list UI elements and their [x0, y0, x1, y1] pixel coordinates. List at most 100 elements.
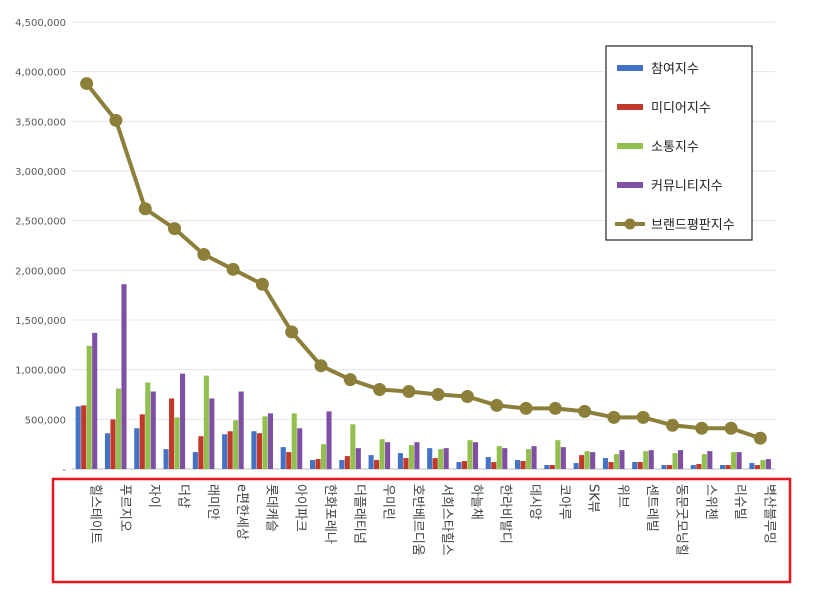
bar — [736, 452, 742, 469]
bar — [720, 465, 726, 469]
x-tick-label: 아이파크 — [293, 484, 308, 532]
line-point — [109, 113, 123, 127]
bar — [267, 413, 273, 469]
bar — [403, 458, 409, 469]
bar — [438, 449, 444, 469]
bar — [696, 464, 702, 469]
line-point — [197, 247, 211, 261]
x-tick-label: 푸르지오 — [117, 484, 132, 532]
x-tick-label: 더샵 — [176, 484, 191, 508]
x-tick-label: 데시앙 — [527, 484, 542, 520]
bar — [163, 449, 169, 469]
bar — [256, 433, 262, 469]
line-point — [636, 410, 650, 424]
line-point — [695, 421, 709, 435]
legend-swatch — [617, 65, 643, 71]
line-point — [607, 410, 621, 424]
bar — [326, 411, 332, 469]
x-tick-label: e편한세상 — [234, 484, 249, 540]
bar — [765, 459, 771, 469]
bar — [760, 460, 766, 469]
bar — [579, 455, 585, 469]
bar — [648, 450, 654, 469]
bar — [637, 462, 643, 469]
bar — [725, 465, 731, 469]
line-series — [80, 77, 767, 445]
legend-marker — [624, 218, 636, 230]
bar — [619, 450, 625, 469]
bar — [169, 398, 175, 469]
y-tick-label: 2,000,000 — [15, 266, 66, 277]
bar — [297, 428, 303, 469]
bar — [485, 457, 491, 469]
line-point — [578, 404, 592, 418]
bar — [520, 461, 526, 469]
line-point — [80, 77, 94, 91]
bar — [368, 455, 374, 469]
legend-label: 소통지수 — [651, 140, 699, 155]
bar — [690, 465, 696, 469]
bar — [139, 414, 145, 469]
bar — [672, 453, 678, 469]
x-tick-label: 한라비발디 — [498, 484, 513, 544]
bar — [608, 462, 614, 469]
line-point — [255, 277, 269, 291]
bar — [531, 446, 537, 469]
bar — [251, 431, 257, 469]
bar — [121, 284, 127, 469]
bar — [602, 458, 608, 469]
x-tick-label: 하늘채 — [468, 484, 483, 520]
legend-label: 참여지수 — [651, 62, 699, 77]
bar — [414, 442, 420, 469]
line-point — [285, 325, 299, 339]
bar — [385, 442, 391, 469]
bar — [309, 460, 316, 469]
y-tick-label: - — [62, 465, 66, 476]
x-tick-label: 서희스타힐스 — [439, 484, 454, 556]
x-tick-label: 위브 — [615, 484, 630, 508]
gridlines — [72, 21, 775, 470]
x-tick-label: 리슈빌 — [732, 484, 747, 520]
line-point — [548, 401, 562, 415]
bar — [192, 452, 198, 469]
bar — [203, 375, 209, 469]
bar — [150, 391, 156, 469]
bar — [584, 451, 590, 469]
bar — [198, 436, 204, 469]
bar — [92, 332, 98, 469]
bar — [467, 440, 473, 469]
bar — [677, 450, 684, 469]
x-tick-label: 더플래티넘 — [351, 484, 366, 544]
bar — [86, 345, 92, 469]
bar — [222, 434, 228, 469]
x-tick-label: 자이 — [146, 484, 161, 508]
highlight-box — [51, 477, 792, 584]
bar — [209, 398, 215, 469]
line-point — [460, 389, 474, 403]
line-point — [343, 373, 357, 387]
legend-swatch — [617, 104, 643, 110]
y-axis: - 500,000 1,000,000 1,500,000 2,000,000 2,500… — [15, 18, 66, 476]
line-point — [753, 431, 767, 445]
bar — [227, 431, 233, 469]
bar — [443, 448, 449, 469]
bar — [374, 460, 380, 469]
bar — [666, 465, 673, 469]
bar — [560, 447, 566, 469]
bar — [134, 428, 140, 469]
bar — [408, 445, 414, 469]
y-tick-label: 3,500,000 — [15, 117, 66, 128]
x-tick-label: 호반베르디움 — [410, 484, 425, 556]
bar — [496, 446, 502, 469]
line-point — [373, 383, 387, 397]
bar — [145, 382, 151, 469]
bar — [262, 416, 268, 469]
bar — [180, 373, 186, 469]
bar — [238, 391, 244, 469]
bar — [731, 452, 737, 469]
y-tick-label: 3,000,000 — [15, 167, 66, 178]
bar — [104, 433, 111, 469]
line-point — [168, 222, 182, 236]
bar — [544, 465, 550, 469]
